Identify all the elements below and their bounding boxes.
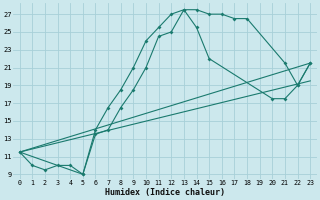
X-axis label: Humidex (Indice chaleur): Humidex (Indice chaleur) xyxy=(105,188,225,197)
